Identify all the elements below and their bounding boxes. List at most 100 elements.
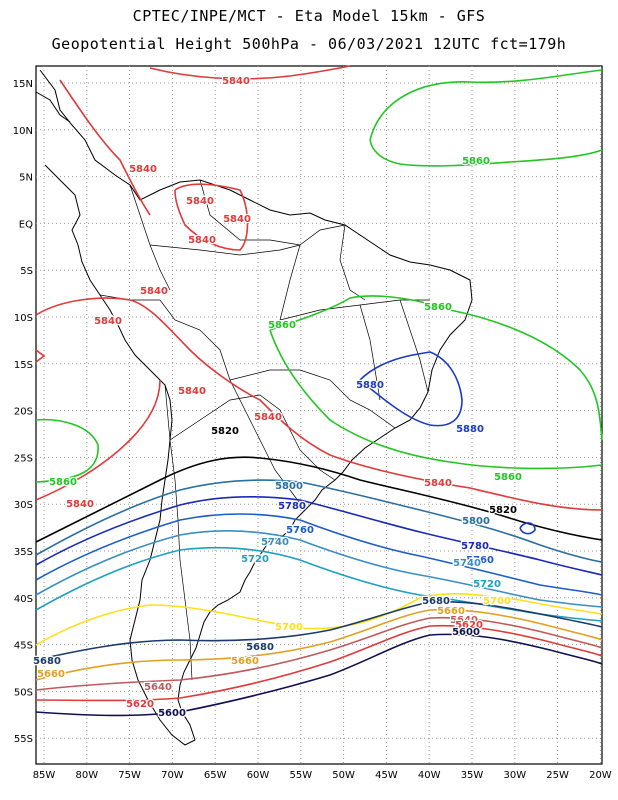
lat-tick-label: 10N (13, 126, 33, 137)
contour-label: 5660 (437, 606, 465, 617)
lat-tick-label: 5S (20, 266, 33, 277)
contour-5840-main (35, 297, 603, 511)
contour-label: 5840 (129, 164, 157, 175)
lon-tick-label: 80W (75, 770, 98, 781)
contour-5840-west (35, 379, 161, 501)
contour-5780 (35, 495, 603, 576)
contour-label: 5600 (452, 627, 480, 638)
contour-5640 (35, 616, 603, 691)
lat-tick-label: 35S (14, 547, 33, 558)
central-america-coast (35, 91, 71, 123)
lat-tick-label: 10S (14, 313, 33, 324)
lat-tick-label: 5N (19, 173, 33, 184)
contour-label: 5860 (424, 302, 452, 313)
contour-label: 5740 (453, 558, 481, 569)
lon-tick-label: 50W (332, 770, 355, 781)
contour-5620 (35, 624, 603, 702)
lon-tick-label: 35W (461, 770, 484, 781)
contour-5840-amazon (174, 183, 249, 251)
lat-tick-label: EQ (19, 219, 33, 230)
contour-5740 (35, 530, 603, 608)
contour-label: 5860 (494, 472, 522, 483)
contour-label: 5840 (222, 76, 250, 87)
contour-label: 5740 (261, 537, 289, 548)
lon-tick-label: 25W (546, 770, 569, 781)
lat-tick-label: 30S (14, 500, 33, 511)
contour-label: 5840 (424, 478, 452, 489)
contour-label: 5820 (489, 505, 517, 516)
south-america-coast (39, 69, 473, 746)
contour-5860-south (269, 329, 603, 470)
contour-label: 5840 (94, 316, 122, 327)
contour-label: 5600 (158, 708, 186, 719)
contour-5800 (35, 479, 603, 563)
contour-label: 5860 (462, 156, 490, 167)
coastlines (35, 69, 473, 746)
contour-label: 5840 (66, 499, 94, 510)
contour-label: 5680 (246, 642, 274, 653)
lat-tick-label: 20S (14, 407, 33, 418)
contour-label: 5840 (178, 386, 206, 397)
lon-tick-label: 75W (118, 770, 141, 781)
contour-5880 (359, 351, 463, 427)
contour-label: 5680 (422, 596, 450, 607)
lat-tick-label: 15N (13, 79, 33, 90)
contour-lines (35, 65, 603, 717)
contour-label: 5780 (461, 541, 489, 552)
lon-tick-label: 85W (33, 770, 56, 781)
lon-tick-label: 20W (589, 770, 612, 781)
graticule (36, 66, 602, 764)
map-subtitle: Geopotential Height 500hPa - 06/03/2021 … (51, 35, 567, 53)
lon-tick-label: 65W (204, 770, 227, 781)
contour-label: 5620 (126, 699, 154, 710)
contour-label: 5640 (144, 682, 172, 693)
lat-tick-label: 50S (14, 687, 33, 698)
lat-tick-label: 55S (14, 734, 33, 745)
contour-5840-nw (59, 79, 151, 216)
contour-label: 5840 (254, 412, 282, 423)
contour-label: 5720 (241, 554, 269, 565)
lat-tick-label: 15S (14, 360, 33, 371)
contour-5820 (35, 456, 603, 543)
contour-label: 5820 (211, 426, 239, 437)
contour-labels: 5840 5860 5840 5840 5840 5840 5840 5860 5860 5840… (32, 75, 523, 721)
contour-label: 5840 (188, 235, 216, 246)
contour-label: 5720 (473, 579, 501, 590)
contour-label: 5640 (450, 615, 478, 626)
contour-5600 (35, 633, 603, 717)
contour-label: 5880 (356, 380, 384, 391)
contour-5680 (35, 600, 603, 661)
lon-tick-label: 40W (418, 770, 441, 781)
contour-5860-central (269, 295, 603, 441)
contour-label: 5840 (186, 196, 214, 207)
contour-5840-edge (35, 349, 46, 363)
contour-label: 5660 (231, 656, 259, 667)
contour-5760 (35, 513, 603, 596)
lon-tick-label: 70W (161, 770, 184, 781)
contour-label: 5700 (483, 596, 511, 607)
contour-label: 5700 (275, 622, 303, 633)
contour-label: 5660 (37, 669, 65, 680)
contour-label: 5760 (286, 525, 314, 536)
contour-label: 5860 (49, 477, 77, 488)
map-frame (35, 65, 603, 765)
contour-label: 5620 (455, 620, 483, 631)
contour-label: 5880 (456, 424, 484, 435)
contour-label: 5840 (140, 286, 168, 297)
contour-5860-west (35, 418, 99, 483)
contour-label: 5780 (278, 501, 306, 512)
lat-tick-label: 45S (14, 641, 33, 652)
contour-label: 5860 (268, 320, 296, 331)
contour-label: 5800 (275, 481, 303, 492)
map-title: CPTEC/INPE/MCT - Eta Model 15km - GFS (132, 7, 486, 25)
lon-tick-label: 45W (375, 770, 398, 781)
lon-tick-label: 55W (289, 770, 312, 781)
contour-5860-north (369, 69, 603, 167)
lon-tick-label: 30W (503, 770, 526, 781)
contour-5800-small (519, 522, 536, 535)
lon-tick-label: 60W (247, 770, 270, 781)
lat-tick-label: 25S (14, 453, 33, 464)
contour-label: 5680 (33, 656, 61, 667)
axis-ticks: 15N 10N 5N EQ 5S 10S 15S 20S 25S 30S 35S 40S 45S 50S 5… (13, 79, 612, 781)
